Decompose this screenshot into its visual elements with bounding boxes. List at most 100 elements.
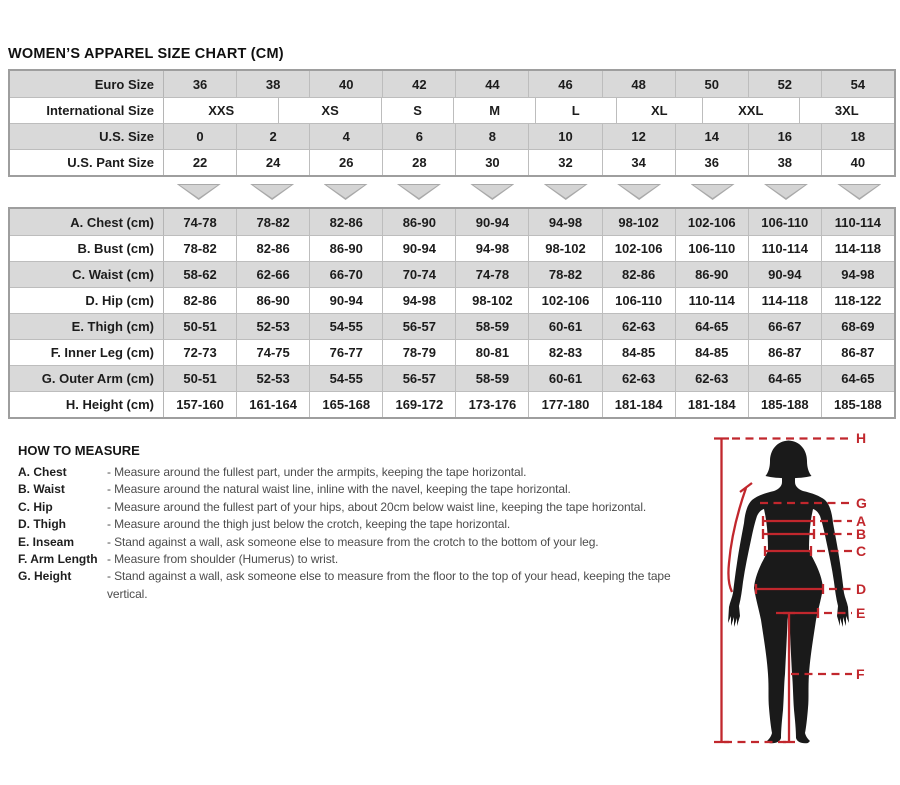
- table-row-chest: A. Chest (cm) 74-78 78-82 82-86 86-90 90-94 9…: [10, 209, 894, 235]
- how-to-measure-item: C. Hip - Measure around the fullest part…: [18, 499, 690, 516]
- measure-value-cell: 58-59: [455, 366, 528, 391]
- measure-value-cell: 98-102: [455, 288, 528, 313]
- measure-value-cell: 86-90: [382, 209, 455, 235]
- measure-item-description: - Measure around the natural waist line,…: [107, 482, 571, 497]
- measure-value-cell: 118-122: [820, 288, 894, 313]
- measure-value-cell: 64-65: [747, 366, 821, 391]
- size-value-cell: 54: [820, 71, 894, 97]
- table-row-hip: D. Hip (cm) 82-86 86-90 90-94 94-98 98-102 10…: [10, 287, 894, 313]
- measure-value-cell: 74-78: [455, 262, 528, 287]
- size-value-cell: M: [453, 98, 535, 123]
- measure-item-label: F. Arm Length: [18, 552, 98, 567]
- bust-line-b: [761, 529, 816, 539]
- measure-value-cell: 66-70: [309, 262, 382, 287]
- table-row-us-size: U.S. Size 0 2 4 6 8 10 12 14 16 18: [10, 123, 894, 149]
- size-value-cell: L: [534, 98, 616, 123]
- how-to-measure-list: A. Chest - Measure around the fullest pa…: [18, 464, 690, 603]
- measure-value-cell: 74-75: [236, 340, 309, 365]
- measure-value-cell: 64-65: [674, 314, 748, 339]
- arrow-cells: [162, 184, 896, 200]
- size-value-cell: 0: [196, 129, 204, 144]
- diagram-label-c: C: [856, 543, 866, 559]
- measure-value-cell: 82-86: [309, 209, 382, 235]
- size-value-cell: 14: [674, 124, 748, 149]
- measure-value-cell: 94-98: [820, 262, 894, 287]
- diagram-label-f: F: [856, 666, 865, 682]
- measure-value-cell: 62-63: [601, 314, 675, 339]
- size-value-cell: 8: [455, 124, 528, 149]
- measure-value-cell: 94-98: [455, 236, 528, 261]
- row-label-euro-size: Euro Size: [10, 71, 164, 97]
- size-value-cell: 44: [455, 71, 528, 97]
- height-vertical-line: [714, 437, 729, 744]
- measure-value-cell: 173-176: [455, 392, 528, 417]
- measure-value-cell: 98-102: [528, 236, 601, 261]
- measure-value-cell: 90-94: [747, 262, 821, 287]
- measure-value-cell: 157-160: [176, 397, 224, 412]
- measure-value-cell: 50-51: [183, 371, 217, 386]
- waist-line-c: [763, 546, 813, 556]
- row-label-thigh: E. Thigh (cm): [10, 314, 164, 339]
- measure-value-cell: 52-53: [236, 366, 309, 391]
- international-size-cells: XXS XS S M L XL XXL 3XL: [164, 98, 894, 123]
- measure-value-cell: 110-114: [674, 288, 748, 313]
- down-arrow-icon: [176, 184, 221, 200]
- measure-value-cell: 78-82: [183, 241, 217, 256]
- measure-value-cell: 68-69: [820, 314, 894, 339]
- measure-value-cell: 181-184: [601, 392, 675, 417]
- size-value-cell: 4: [309, 124, 382, 149]
- size-value-cell: 52: [747, 71, 821, 97]
- measure-value-cell: 165-168: [309, 392, 382, 417]
- size-value-cell: 26: [309, 150, 382, 175]
- size-value-cell: 22: [192, 155, 208, 170]
- measure-item-label: E. Inseam: [18, 534, 75, 549]
- body-measurement-figure: H G A B C D E F: [714, 430, 867, 744]
- size-value-cell: 18: [820, 124, 894, 149]
- measure-value-cell: 78-82: [528, 262, 601, 287]
- size-value-cell: 38: [747, 150, 821, 175]
- measure-value-cell: 56-57: [382, 366, 455, 391]
- measure-value-cell: 94-98: [382, 288, 455, 313]
- size-conversion-table: Euro Size 36 38 40 42 44 46 48 50 52 54 Internati…: [8, 69, 896, 177]
- size-value-cell: 32: [528, 150, 601, 175]
- how-to-measure-item: D. Thigh - Measure around the thigh just…: [18, 516, 690, 533]
- how-to-measure-section: HOW TO MEASURE A. Chest - Measure around…: [8, 430, 896, 785]
- us-pant-size-cells: 22 24 26 28 30 32 34 36 38 40: [164, 150, 894, 175]
- down-arrow-icon: [250, 184, 295, 200]
- row-label-us-pant-size: U.S. Pant Size: [10, 150, 164, 175]
- how-to-measure-item: G. Height - Stand against a wall, ask so…: [18, 568, 690, 603]
- size-value-cell: 30: [455, 150, 528, 175]
- body-measurements-table: A. Chest (cm) 74-78 78-82 82-86 86-90 90-94 9…: [8, 207, 896, 419]
- size-value-cell: 10: [528, 124, 601, 149]
- table-row-international-size: International Size XXS XS S M L XL XXL 3…: [10, 97, 894, 123]
- diagram-label-g: G: [856, 495, 867, 511]
- measure-value-cell: 58-59: [455, 314, 528, 339]
- measure-value-cell: 84-85: [674, 340, 748, 365]
- measure-item-description: - Measure around the thigh just below th…: [107, 517, 511, 532]
- diagram-label-a: A: [856, 513, 866, 529]
- size-value-cell: 36: [674, 150, 748, 175]
- measure-value-cell: 102-106: [601, 236, 675, 261]
- measure-value-cell: 74-78: [183, 214, 217, 230]
- hip-line-d: [754, 584, 825, 594]
- measure-item-label: D. Thigh: [18, 517, 66, 532]
- measure-value-cell: 161-164: [236, 392, 309, 417]
- measure-value-cell: 82-86: [236, 236, 309, 261]
- how-to-measure-text: HOW TO MEASURE A. Chest - Measure around…: [8, 430, 696, 603]
- row-label-hip: D. Hip (cm): [10, 288, 164, 313]
- chest-line-a: [761, 516, 816, 526]
- how-to-measure-item: B. Waist - Measure around the natural wa…: [18, 481, 690, 498]
- measure-item-description: - Stand against a wall, ask someone else…: [107, 569, 671, 601]
- row-label-waist: C. Waist (cm): [10, 262, 164, 287]
- measure-value-cell: 82-86: [601, 262, 675, 287]
- outer-arm-curve: [727, 482, 753, 593]
- measure-value-cell: 169-172: [382, 392, 455, 417]
- size-value-cell: 40: [820, 150, 894, 175]
- row-label-bust: B. Bust (cm): [10, 236, 164, 261]
- measure-item-label: B. Waist: [18, 482, 65, 497]
- down-arrow-icon: [837, 184, 882, 200]
- measure-value-cell: 72-73: [183, 345, 217, 360]
- measure-value-cell: 76-77: [309, 340, 382, 365]
- measure-item-description: - Stand against a wall, ask someone else…: [107, 534, 599, 549]
